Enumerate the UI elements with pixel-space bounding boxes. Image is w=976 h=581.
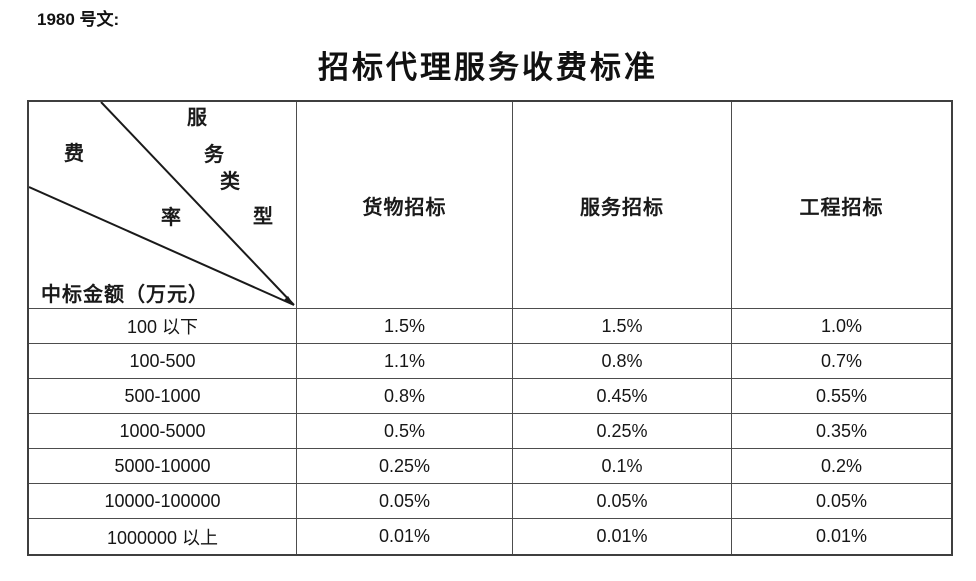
row-label: 500-1000 xyxy=(29,379,297,414)
rate-cell: 1.5% xyxy=(513,309,732,344)
corner-amount-label: 中标金额（万元） xyxy=(41,284,209,306)
rate-cell: 1.1% xyxy=(297,344,513,379)
rate-cell: 0.2% xyxy=(732,449,951,484)
row-label: 1000-5000 xyxy=(29,414,297,449)
rate-cell: 0.8% xyxy=(297,379,513,414)
row-label: 1000000 以上 xyxy=(29,519,297,554)
rate-cell: 0.35% xyxy=(732,414,951,449)
rate-cell: 0.1% xyxy=(513,449,732,484)
rate-cell: 0.01% xyxy=(815,526,868,546)
fee-standard-table: 服 务 类 型 费 率 中标金额（万元） 货物招标 服务招标 工程招标 100 … xyxy=(27,100,953,556)
rate-cell: 0.25% xyxy=(513,414,732,449)
diagonal-divider-lines xyxy=(29,102,295,306)
column-header-engineering: 工程招标 xyxy=(732,102,951,309)
rate-cell: 0.45% xyxy=(513,379,732,414)
row-label: 100 以下 xyxy=(29,309,297,344)
rate-cell: 0.7% xyxy=(732,344,951,379)
doc-number-label: 1980 号文: xyxy=(37,10,120,29)
page-title: 招标代理服务收费标准 xyxy=(318,50,658,85)
rate-cell: 0.25% xyxy=(297,449,513,484)
corner-fee-rate-char: 费 xyxy=(64,143,84,165)
corner-header-cell: 服 务 类 型 费 率 中标金额（万元） xyxy=(29,102,297,309)
rate-cell: 0.55% xyxy=(732,379,951,414)
corner-fee-rate-char: 率 xyxy=(161,207,181,229)
rate-cell: 0.05% xyxy=(732,484,951,519)
rate-cell: 0.01% xyxy=(513,519,732,554)
corner-service-type-char: 服 xyxy=(187,107,207,129)
row-label: 5000-10000 xyxy=(29,449,297,484)
rate-cell: 0.05% xyxy=(513,484,732,519)
rate-cell: 0.01% xyxy=(297,519,513,554)
row-label: 100-500 xyxy=(29,344,297,379)
rate-cell: 0.5% xyxy=(297,414,513,449)
corner-service-type-char: 类 xyxy=(220,171,240,193)
column-header-goods: 货物招标 xyxy=(297,102,513,309)
rate-cell: 1.5% xyxy=(297,309,513,344)
rate-cell: 0.05% xyxy=(297,484,513,519)
corner-service-type-char: 型 xyxy=(253,206,273,228)
row-label: 10000-100000 xyxy=(29,484,297,519)
rate-cell: 1.0% xyxy=(732,309,951,344)
column-header-service: 服务招标 xyxy=(513,102,732,309)
corner-service-type-char: 务 xyxy=(204,144,224,166)
rate-cell: 0.8% xyxy=(513,344,732,379)
